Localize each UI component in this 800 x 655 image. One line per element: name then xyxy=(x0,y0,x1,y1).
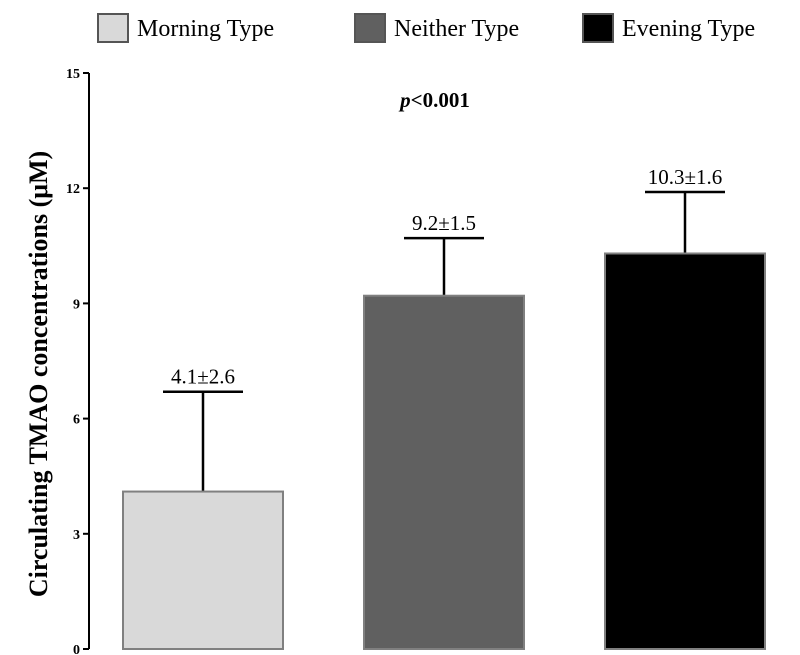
y-tick-label-2: 6 xyxy=(73,413,80,428)
legend-label-2: Evening Type xyxy=(622,16,755,42)
y-tick-label-3: 9 xyxy=(73,297,80,312)
y-tick-label-0: 0 xyxy=(73,643,80,655)
bar-1 xyxy=(363,294,525,650)
legend-label-0: Morning Type xyxy=(137,16,274,42)
legend-swatch-0 xyxy=(97,13,129,43)
y-axis: 0 3 6 9 12 15 xyxy=(66,67,90,655)
data-label-2: 10.3±1.6 xyxy=(648,165,723,189)
data-label-0: 4.1±2.6 xyxy=(171,365,235,389)
bar-0 xyxy=(122,490,284,650)
data-label-1: 9.2±1.5 xyxy=(412,211,476,235)
legend-swatch-1 xyxy=(354,13,386,43)
bars: 4.1±2.6 9.2±1.5 10.3±1.6 xyxy=(122,165,766,650)
y-tick-label-5: 15 xyxy=(66,67,80,82)
legend-label-1: Neither Type xyxy=(394,16,519,42)
legend-swatch-2 xyxy=(582,13,614,43)
y-tick-label-4: 12 xyxy=(66,182,80,197)
p-value-italic: p xyxy=(398,88,411,112)
y-tick-label-1: 3 xyxy=(73,528,80,543)
bar-2 xyxy=(604,252,766,650)
legend: Morning Type Neither Type Evening Type xyxy=(97,13,755,43)
p-value-annotation: p<0.001 xyxy=(398,88,470,112)
p-value-text: <0.001 xyxy=(411,88,470,112)
y-axis-label: Circulating TMAO concentrations (μM) xyxy=(24,151,53,597)
